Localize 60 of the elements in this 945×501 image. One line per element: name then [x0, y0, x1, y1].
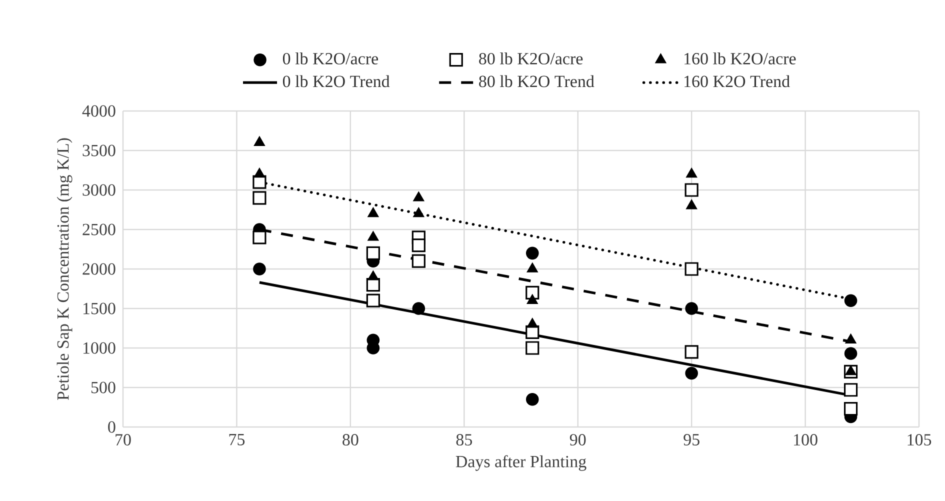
x-tick-label: 105: [908, 434, 932, 446]
y-tick-label: 3000: [82, 184, 116, 196]
legend-label: 160 K2O Trend: [684, 75, 790, 88]
point: [844, 383, 858, 397]
point: [366, 294, 380, 308]
x-tick-label: 85: [456, 434, 472, 446]
point: [845, 365, 856, 376]
point: [526, 262, 538, 272]
x-tick-label: 80: [342, 434, 358, 446]
point: [684, 262, 698, 276]
point: [253, 262, 266, 276]
y-axis-title: Petiole Sap K Concentration (mg K/L): [56, 138, 72, 400]
point: [845, 334, 856, 344]
point: [252, 191, 266, 205]
point: [254, 168, 266, 178]
point: [526, 246, 539, 260]
y-tick-label: 1500: [83, 302, 116, 314]
x-tick-label: 100: [794, 434, 818, 446]
y-tick-label: 2000: [82, 263, 116, 275]
point: [684, 345, 698, 359]
y-tick-label: 3500: [82, 144, 116, 156]
point: [844, 294, 858, 307]
legend-label: 0 lb K2O/acre: [282, 52, 378, 64]
point: [412, 254, 426, 268]
point: [413, 192, 424, 202]
point: [686, 168, 698, 178]
point: [526, 341, 540, 355]
point: [844, 402, 858, 416]
legend-label: 0 lb K2O Trend: [282, 75, 390, 88]
y-tick-label: 0: [108, 421, 116, 433]
y-tick-label: 4000: [82, 105, 116, 117]
x-tick-label: 70: [116, 434, 131, 446]
point: [686, 199, 698, 210]
point: [368, 207, 379, 218]
x-tick-label: 75: [229, 434, 245, 446]
legend-label: 160 lb K2O/acre: [684, 52, 796, 64]
legend-label: 80 lb K2O/acre: [479, 52, 583, 64]
y-tick-label: 1000: [83, 342, 116, 354]
point: [526, 318, 538, 328]
point: [684, 183, 698, 197]
y-tick-label: 2500: [82, 224, 116, 236]
y-tick-label: 500: [91, 382, 116, 394]
point: [526, 392, 539, 406]
x-tick-label: 90: [570, 434, 586, 446]
point: [252, 230, 266, 244]
x-axis-title: Days after Planting: [456, 455, 586, 471]
point: [412, 302, 426, 315]
point: [413, 207, 424, 218]
point: [685, 302, 698, 315]
point: [366, 246, 380, 260]
point: [368, 231, 379, 241]
point: [368, 270, 379, 280]
x-tick-label: 95: [684, 434, 700, 446]
point: [412, 238, 426, 252]
point: [254, 136, 266, 146]
point: [844, 347, 858, 360]
legend-label: 80 lb K2O Trend: [479, 75, 594, 88]
point: [685, 366, 698, 380]
point: [526, 294, 538, 304]
point: [526, 286, 540, 300]
